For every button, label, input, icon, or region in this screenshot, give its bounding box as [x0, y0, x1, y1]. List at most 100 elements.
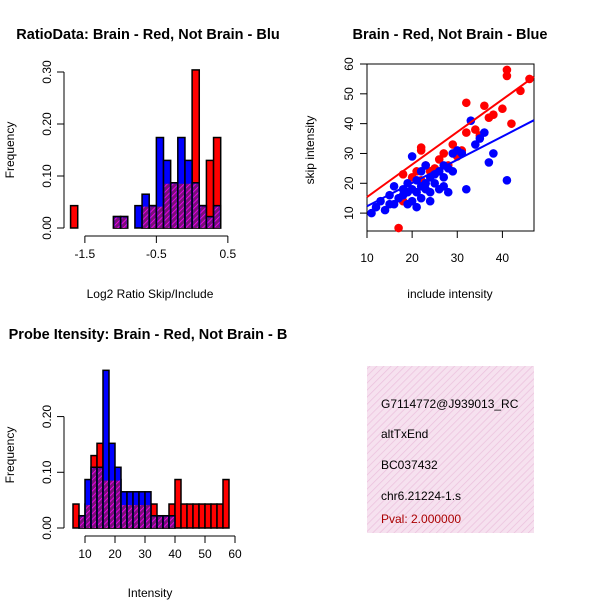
not-brain-point	[502, 176, 512, 185]
not-brain-point	[448, 167, 458, 176]
brain-point	[461, 98, 471, 108]
not-brain-point	[421, 178, 430, 188]
not-brain-point	[430, 178, 440, 188]
overlap-bar	[104, 480, 108, 528]
not-brain-point	[416, 167, 426, 176]
overlap-bar	[98, 468, 102, 528]
overlap-bar	[143, 206, 149, 228]
not-brain-point	[380, 205, 390, 215]
y-tick-label: 60	[342, 57, 356, 71]
overlap-bar	[116, 480, 120, 528]
overlap-bar	[164, 183, 170, 228]
y-tick-label: 20	[342, 176, 356, 190]
x-tick-label: 60	[228, 547, 242, 561]
pval: Pval: 2.000000	[381, 512, 461, 526]
brain-point	[502, 71, 512, 81]
not-brain-point	[471, 140, 480, 149]
bars	[72, 369, 230, 529]
axes: 10 20 30 40 10 20 30 40 50 60	[342, 57, 509, 265]
overlap-bar	[185, 183, 192, 228]
not-brain-fit-line	[366, 119, 535, 208]
overlap-bar	[157, 206, 163, 228]
brain-point	[448, 140, 458, 149]
not-brain-point	[480, 128, 489, 137]
not-brain-point	[439, 181, 449, 191]
overlap-bar	[114, 217, 120, 228]
brain-bar	[69, 204, 79, 229]
y-tick-label: 0.20	[40, 112, 54, 136]
not-brain-point	[389, 199, 399, 209]
overlap-bar	[122, 505, 126, 528]
y-tick-label: 0.10	[40, 460, 54, 484]
brain-point	[507, 119, 516, 128]
x-tick-label: 30	[451, 251, 465, 265]
not-brain-point	[407, 152, 417, 161]
event-type: altTxEnd	[381, 427, 428, 441]
not-brain-point	[461, 184, 471, 194]
brain-point	[416, 143, 426, 152]
x-tick-label: 30	[138, 547, 152, 561]
y-axis-label: Frequency	[3, 427, 17, 484]
overlap-bar	[158, 516, 162, 528]
brain-bar	[222, 478, 230, 529]
brain-bar	[216, 503, 224, 529]
chart-title: Brain - Red, Not Brain - Blue	[353, 27, 548, 43]
intensity-histogram: Probe Itensity: Brain - Red, Not Brain -…	[3, 327, 287, 600]
x-tick-label: -0.5	[146, 247, 167, 261]
location: chr6.21224-1.s	[381, 489, 461, 503]
not-brain-point	[443, 187, 453, 197]
brain-point	[394, 223, 403, 233]
brain-point	[480, 101, 489, 111]
chart-title: Probe Itensity: Brain - Red, Not Brain -…	[9, 327, 288, 343]
overlap-bar	[128, 505, 132, 528]
not-brain-point	[439, 173, 449, 182]
overlap-bar	[171, 183, 177, 228]
overlap-bar	[146, 505, 150, 528]
not-brain-point	[403, 199, 412, 209]
axes: 10 20 30 40 50 60 0.00 0.10 0.20	[40, 405, 242, 561]
not-brain-point	[371, 202, 381, 212]
overlap-bar	[200, 206, 206, 228]
not-brain-point	[425, 187, 435, 197]
intensity-scatter: Brain - Red, Not Brain - Blue 10 20 30 4010…	[303, 27, 547, 301]
brain-bar	[174, 478, 182, 529]
info-box: G7114772@J939013_RC altTxEnd BC037432 ch…	[367, 366, 534, 533]
y-tick-label: 50	[342, 87, 356, 101]
brain-bar	[210, 503, 218, 529]
overlap-bar	[193, 183, 199, 228]
not-brain-bar	[134, 204, 143, 229]
x-tick-label: 20	[108, 547, 122, 561]
not-brain-point	[412, 202, 421, 212]
brain-bar	[180, 503, 188, 529]
overlap-bar	[80, 516, 84, 528]
brain-bar	[186, 503, 194, 529]
not-brain-point	[489, 149, 498, 158]
overlap-bar	[134, 505, 138, 528]
not-brain-point	[389, 181, 399, 191]
not-brain-point	[421, 161, 430, 170]
not-brain-point	[367, 208, 376, 218]
y-tick-label: 30	[342, 146, 356, 160]
x-tick-label: 10	[360, 251, 374, 265]
brain-bar	[192, 503, 200, 529]
x-tick-label: 20	[405, 251, 419, 265]
y-tick-label: 40	[342, 117, 356, 131]
brain-bar	[72, 503, 80, 529]
not-brain-point	[425, 196, 435, 206]
overlap-bar	[86, 505, 90, 528]
y-axis-label: Frequency	[3, 122, 17, 179]
overlap-bar	[121, 217, 127, 228]
overlap-bar	[152, 516, 156, 528]
x-tick-label: 10	[78, 547, 92, 561]
axes: -1.5 -0.5 0.5 0.00 0.10 0.20 0.30	[40, 60, 237, 261]
y-axis-label: skip intensity	[303, 116, 317, 185]
brain-point	[502, 65, 512, 75]
x-tick-label: -1.5	[75, 247, 96, 261]
x-axis-label: include intensity	[407, 287, 492, 301]
ratio-histogram: RatioData: Brain - Red, Not Brain - Blu …	[3, 27, 280, 301]
x-axis-label: Log2 Ratio Skip/Include	[87, 287, 214, 301]
brain-fit-line	[366, 75, 535, 198]
brain-point	[439, 149, 449, 158]
brain-point	[498, 104, 507, 114]
